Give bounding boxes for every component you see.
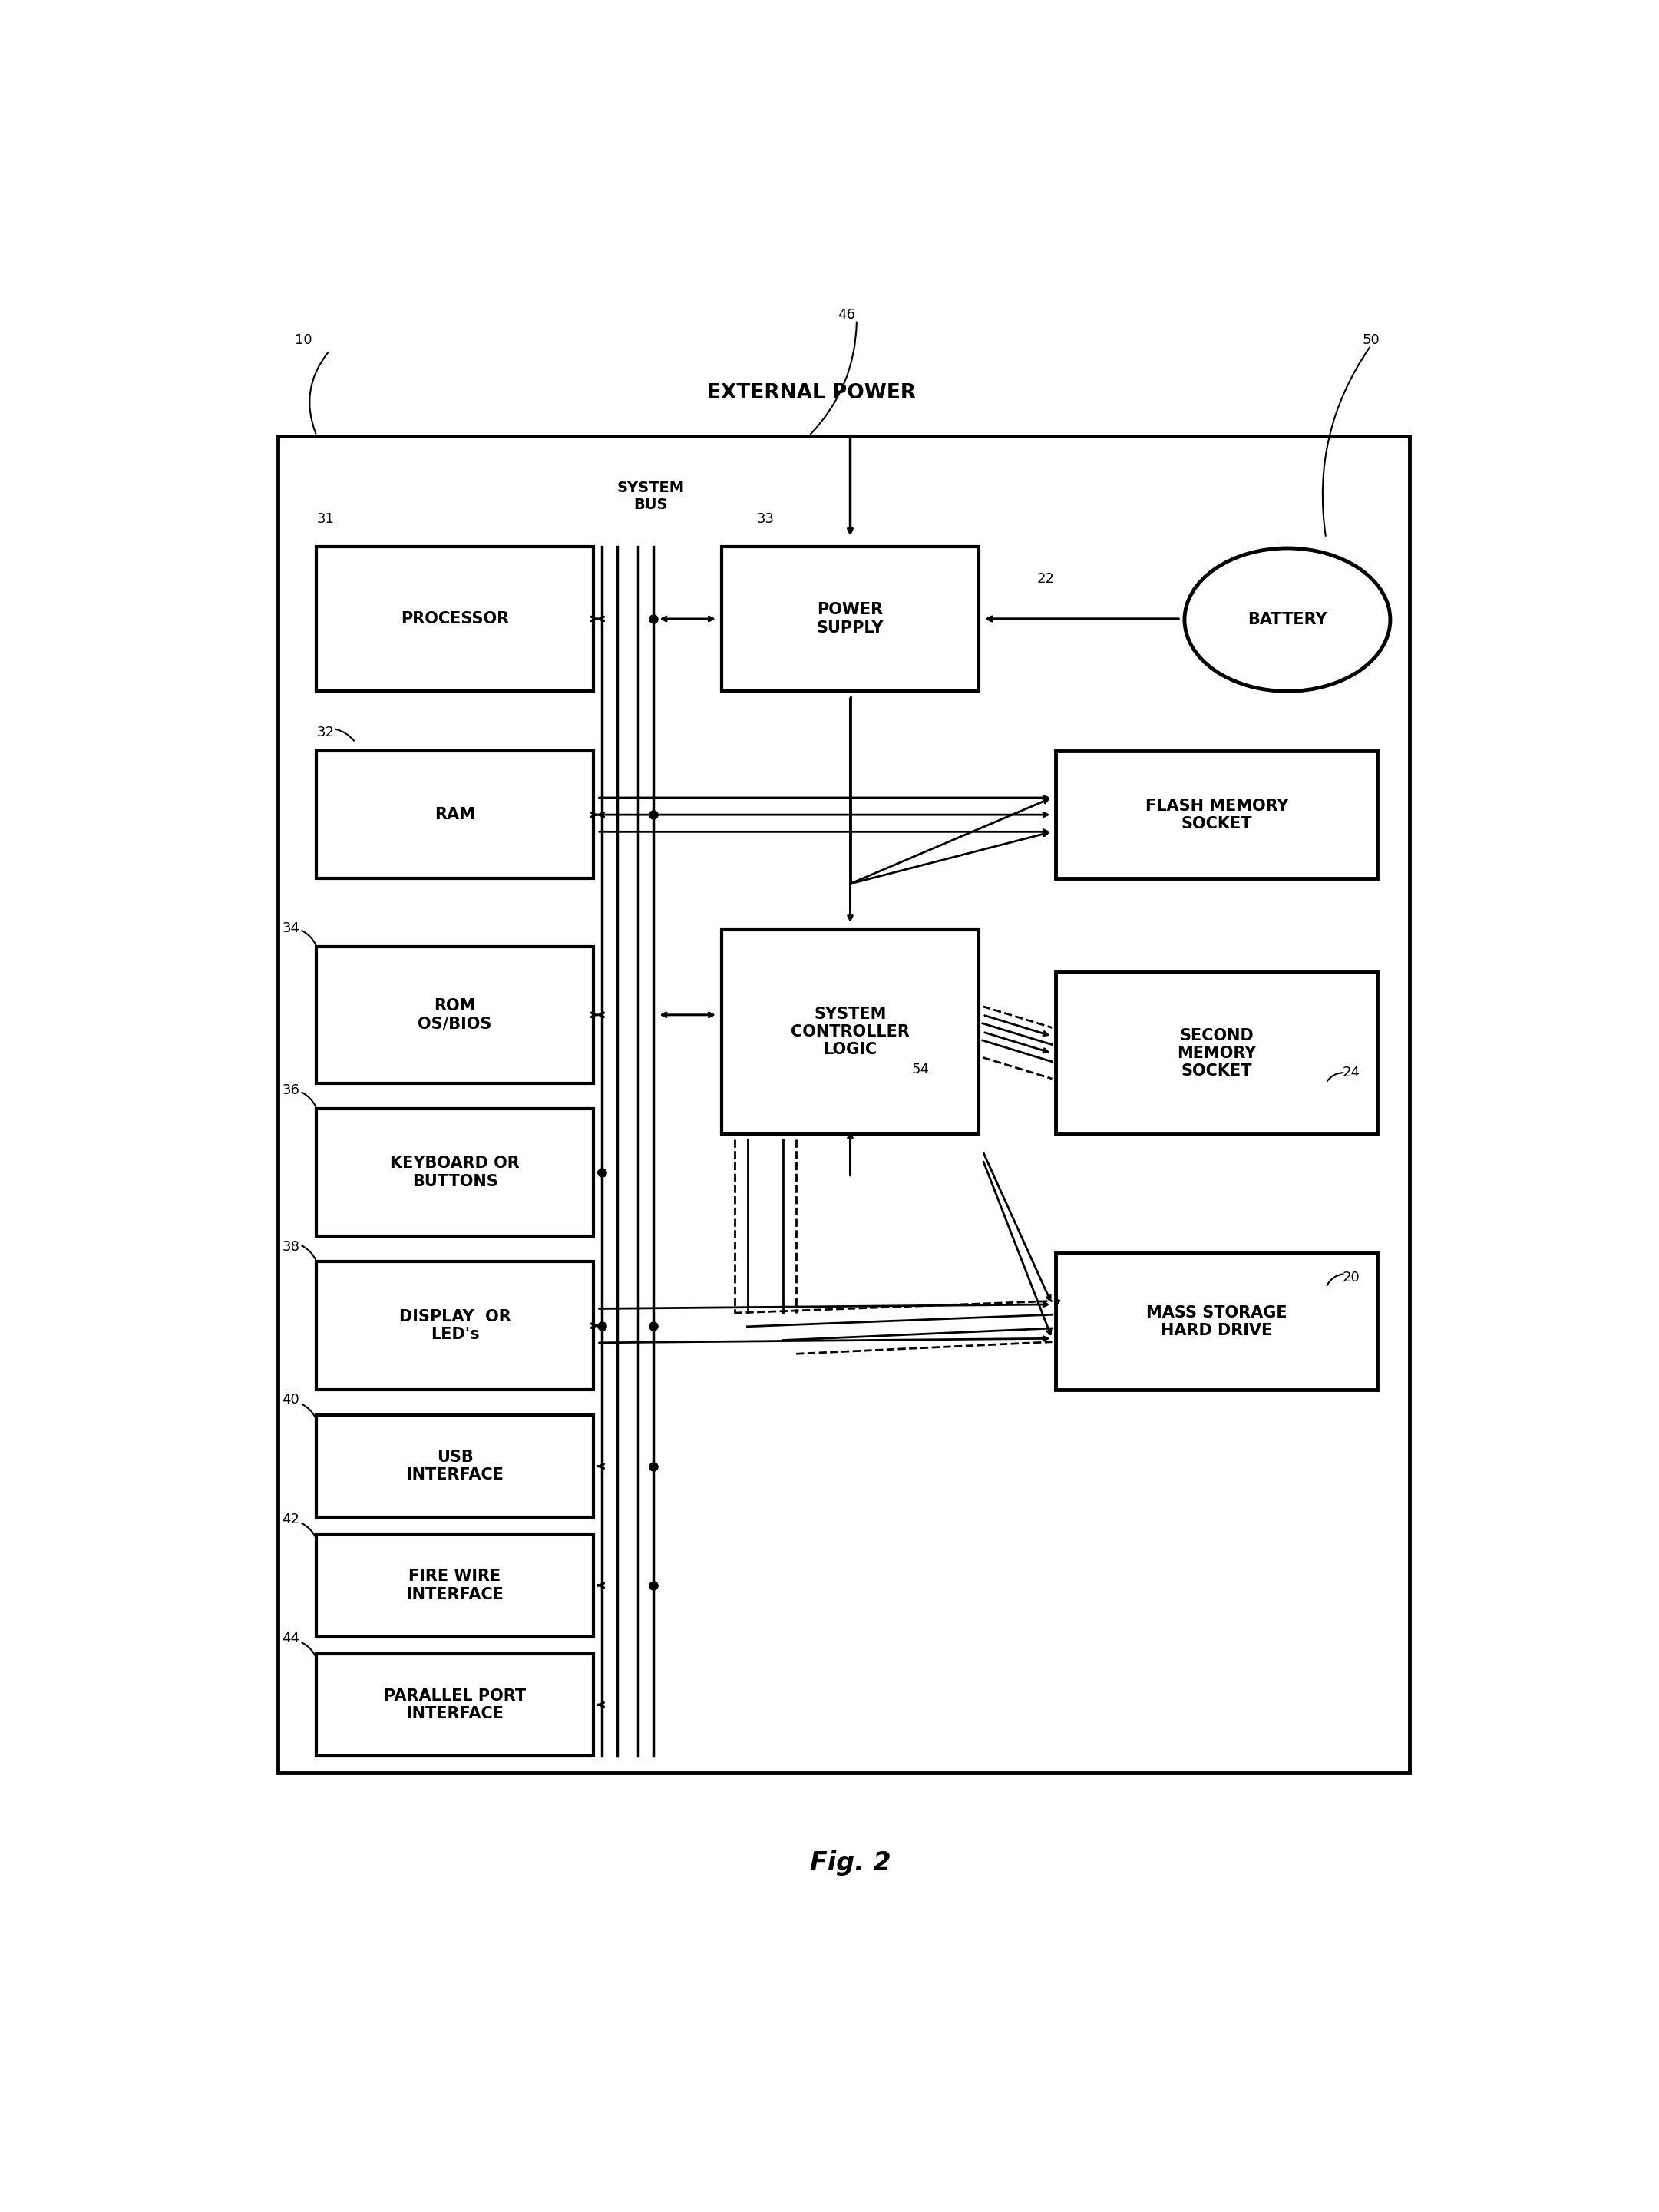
Text: ROM
OS/BIOS: ROM OS/BIOS bbox=[418, 998, 491, 1031]
Text: DISPLAY  OR
LED's: DISPLAY OR LED's bbox=[398, 1310, 511, 1343]
Bar bbox=[722, 929, 979, 1135]
Text: 42: 42 bbox=[282, 1513, 300, 1526]
Text: 24: 24 bbox=[1342, 1066, 1360, 1079]
Bar bbox=[317, 1108, 594, 1237]
Text: 34: 34 bbox=[282, 920, 300, 936]
Text: 40: 40 bbox=[282, 1394, 299, 1407]
Text: MASS STORAGE
HARD DRIVE: MASS STORAGE HARD DRIVE bbox=[1146, 1305, 1287, 1338]
Text: BATTERY: BATTERY bbox=[1248, 613, 1327, 628]
Text: SYSTEM
CONTROLLER
LOGIC: SYSTEM CONTROLLER LOGIC bbox=[791, 1006, 909, 1057]
Text: RAM: RAM bbox=[435, 807, 474, 823]
Text: KEYBOARD OR
BUTTONS: KEYBOARD OR BUTTONS bbox=[390, 1157, 519, 1190]
Text: 50: 50 bbox=[1362, 334, 1379, 347]
Text: USB
INTERFACE: USB INTERFACE bbox=[406, 1449, 504, 1482]
Text: SECOND
MEMORY
SOCKET: SECOND MEMORY SOCKET bbox=[1176, 1029, 1256, 1079]
Bar bbox=[317, 750, 594, 878]
Text: PARALLEL PORT
INTERFACE: PARALLEL PORT INTERFACE bbox=[383, 1688, 526, 1721]
Bar bbox=[317, 1535, 594, 1637]
Text: PROCESSOR: PROCESSOR bbox=[401, 611, 509, 626]
Text: 33: 33 bbox=[757, 513, 775, 526]
Bar bbox=[317, 546, 594, 690]
Text: 38: 38 bbox=[282, 1239, 300, 1254]
Bar bbox=[1057, 973, 1377, 1135]
Text: SYSTEM
BUS: SYSTEM BUS bbox=[617, 480, 685, 513]
Text: EXTERNAL POWER: EXTERNAL POWER bbox=[707, 383, 916, 403]
Text: 31: 31 bbox=[317, 513, 333, 526]
Bar bbox=[317, 1416, 594, 1517]
Text: 22: 22 bbox=[1037, 573, 1055, 586]
Bar bbox=[722, 546, 979, 690]
Bar bbox=[317, 1261, 594, 1389]
Text: Fig. 2: Fig. 2 bbox=[810, 1851, 891, 1876]
Text: 54: 54 bbox=[912, 1062, 929, 1077]
Text: 20: 20 bbox=[1342, 1270, 1360, 1285]
Text: 32: 32 bbox=[317, 726, 335, 739]
Bar bbox=[317, 1655, 594, 1756]
Text: FLASH MEMORY
SOCKET: FLASH MEMORY SOCKET bbox=[1145, 799, 1289, 832]
Text: 44: 44 bbox=[282, 1632, 300, 1646]
Text: 10: 10 bbox=[295, 334, 312, 347]
Text: 46: 46 bbox=[838, 307, 854, 321]
Bar bbox=[1057, 750, 1377, 878]
Text: 36: 36 bbox=[282, 1084, 300, 1097]
Ellipse shape bbox=[1185, 549, 1390, 690]
Text: POWER
SUPPLY: POWER SUPPLY bbox=[816, 602, 884, 635]
Bar bbox=[279, 436, 1410, 1772]
Bar bbox=[1057, 1254, 1377, 1389]
Bar bbox=[317, 947, 594, 1084]
Text: FIRE WIRE
INTERFACE: FIRE WIRE INTERFACE bbox=[406, 1568, 504, 1601]
